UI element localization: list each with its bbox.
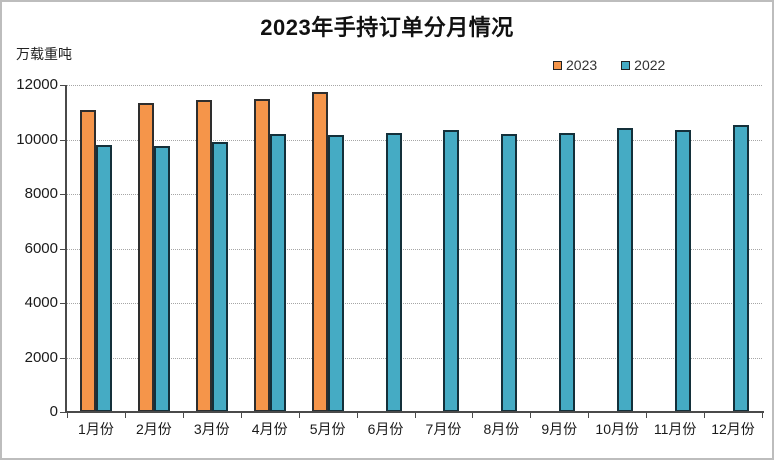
bar-2022-1月份 [95, 144, 112, 412]
x-tick-label: 4月份 [251, 421, 288, 437]
y-tick-label: 6000 [24, 239, 58, 257]
legend: 2023 2022 [553, 57, 665, 73]
bar-2022-9月份 [559, 132, 576, 412]
x-tick-mark [472, 413, 474, 418]
bar-2022-12月份 [733, 124, 750, 412]
y-tick-label: 12000 [16, 76, 58, 93]
y-tick-label: 2000 [24, 348, 58, 366]
x-tick-mark [414, 413, 416, 418]
y-gridline [67, 139, 762, 141]
y-tick-label: 0 [49, 403, 58, 420]
x-tick-mark [356, 413, 358, 418]
bar-2022-3月份 [211, 142, 228, 412]
x-tick-label: 8月份 [483, 421, 520, 437]
x-tick-label: 11月份 [653, 421, 697, 437]
y-gridline [67, 194, 762, 195]
y-tick-mark [60, 139, 66, 141]
x-tick-mark [588, 413, 590, 418]
y-gridline [67, 303, 762, 304]
legend-swatch [621, 60, 631, 70]
bar-2023-4月份 [253, 98, 270, 412]
x-tick-mark [67, 413, 68, 418]
y-gridline [67, 357, 762, 359]
x-tick-mark [646, 413, 648, 418]
y-tick-mark [60, 194, 66, 195]
bar-2022-11月份 [675, 130, 692, 412]
x-tick-label: 5月份 [309, 421, 346, 437]
y-tick-label: 4000 [24, 294, 58, 311]
x-tick-label: 2月份 [135, 421, 172, 437]
bar-2022-10月份 [617, 128, 634, 412]
x-tick-mark [240, 413, 242, 418]
bar-2023-2月份 [137, 102, 154, 412]
x-tick-mark [704, 413, 706, 418]
legend-item: 2022 [621, 57, 665, 73]
x-tick-label: 7月份 [425, 421, 462, 437]
y-tick-mark [60, 303, 66, 304]
legend-swatch [553, 60, 562, 70]
legend-item: 2023 [553, 57, 597, 73]
y-gridline [67, 248, 762, 250]
bar-2022-7月份 [443, 129, 460, 412]
x-tick-mark [298, 413, 300, 418]
bar-2022-4月份 [269, 134, 286, 412]
x-tick-mark [530, 413, 532, 418]
plot-area [67, 85, 762, 412]
chart-title: 2023年手持订单分月情况 [260, 15, 514, 40]
x-axis-line [65, 411, 764, 413]
x-tick-mark [182, 413, 184, 418]
legend-label: 2022 [634, 57, 666, 73]
legend-label: 2023 [566, 57, 598, 73]
bar-2022-5月份 [327, 135, 344, 412]
bar-2023-5月份 [311, 91, 328, 412]
bar-2023-1月份 [79, 109, 96, 412]
x-tick-label: 10月份 [595, 421, 639, 437]
y-tick-label: 8000 [24, 185, 58, 202]
y-tick-mark [60, 412, 66, 413]
bar-2022-8月份 [501, 134, 518, 412]
y-gridline [67, 85, 762, 86]
y-axis-unit-label: 万载重吨 [16, 46, 72, 62]
x-tick-mark [762, 413, 763, 418]
x-tick-label: 6月份 [367, 421, 404, 437]
x-tick-label: 12月份 [711, 421, 755, 437]
y-tick-mark [60, 248, 66, 250]
x-tick-label: 1月份 [78, 421, 114, 437]
y-tick-mark [60, 85, 66, 86]
bar-2022-2月份 [153, 146, 170, 412]
x-tick-label: 9月份 [541, 421, 578, 437]
y-tick-mark [60, 357, 66, 359]
bar-2023-3月份 [195, 100, 212, 412]
bar-2022-6月份 [385, 132, 402, 412]
y-axis-line [65, 85, 67, 413]
y-tick-label: 10000 [16, 130, 58, 148]
x-tick-mark [124, 413, 126, 418]
x-tick-label: 3月份 [193, 421, 230, 437]
